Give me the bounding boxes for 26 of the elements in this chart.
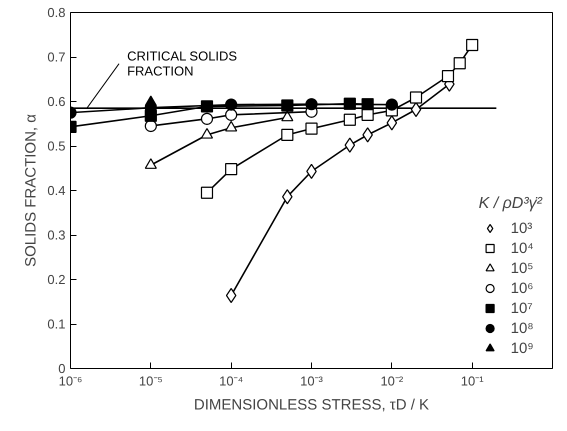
x-axis-title: DIMENSIONLESS STRESS, τD / K	[194, 396, 430, 414]
y-tick-label: 0.1	[47, 316, 66, 332]
x-tick-label: 10⁻⁶	[58, 374, 82, 388]
legend-label: 10⁷	[510, 300, 533, 316]
legend-title: K / ρD³γ̇²	[478, 195, 542, 213]
legend-label: 10⁶	[510, 280, 534, 296]
y-tick-label: 0.3	[47, 228, 66, 242]
x-tick-label: 10⁻²	[380, 374, 404, 388]
y-tick-label: 0.5	[47, 138, 66, 154]
y-tick-label: 0.2	[47, 272, 66, 287]
x-tick-label: 10⁻³	[300, 374, 324, 388]
y-tick-label: 0	[58, 361, 66, 376]
y-tick-label: 0.4	[47, 183, 66, 198]
legend-label: 10³	[510, 220, 532, 236]
legend-label: 10⁸	[510, 320, 534, 336]
x-tick-label: 10⁻¹	[460, 374, 484, 388]
annotation: CRITICAL SOLIDS FRACTION	[127, 48, 238, 79]
y-axis-title: SOLIDS FRACTION, α	[22, 114, 40, 267]
legend-label: 10⁵	[510, 260, 534, 276]
x-tick-label: 10⁻⁴	[219, 374, 244, 388]
x-tick-label: 10⁻⁵	[138, 374, 163, 388]
legend-label: 10⁴	[510, 240, 534, 256]
legend-label: 10⁹	[510, 340, 534, 356]
y-tick-label: 0.6	[47, 94, 66, 109]
y-tick-label: 0.8	[47, 5, 66, 20]
y-tick-label: 0.7	[47, 50, 66, 64]
